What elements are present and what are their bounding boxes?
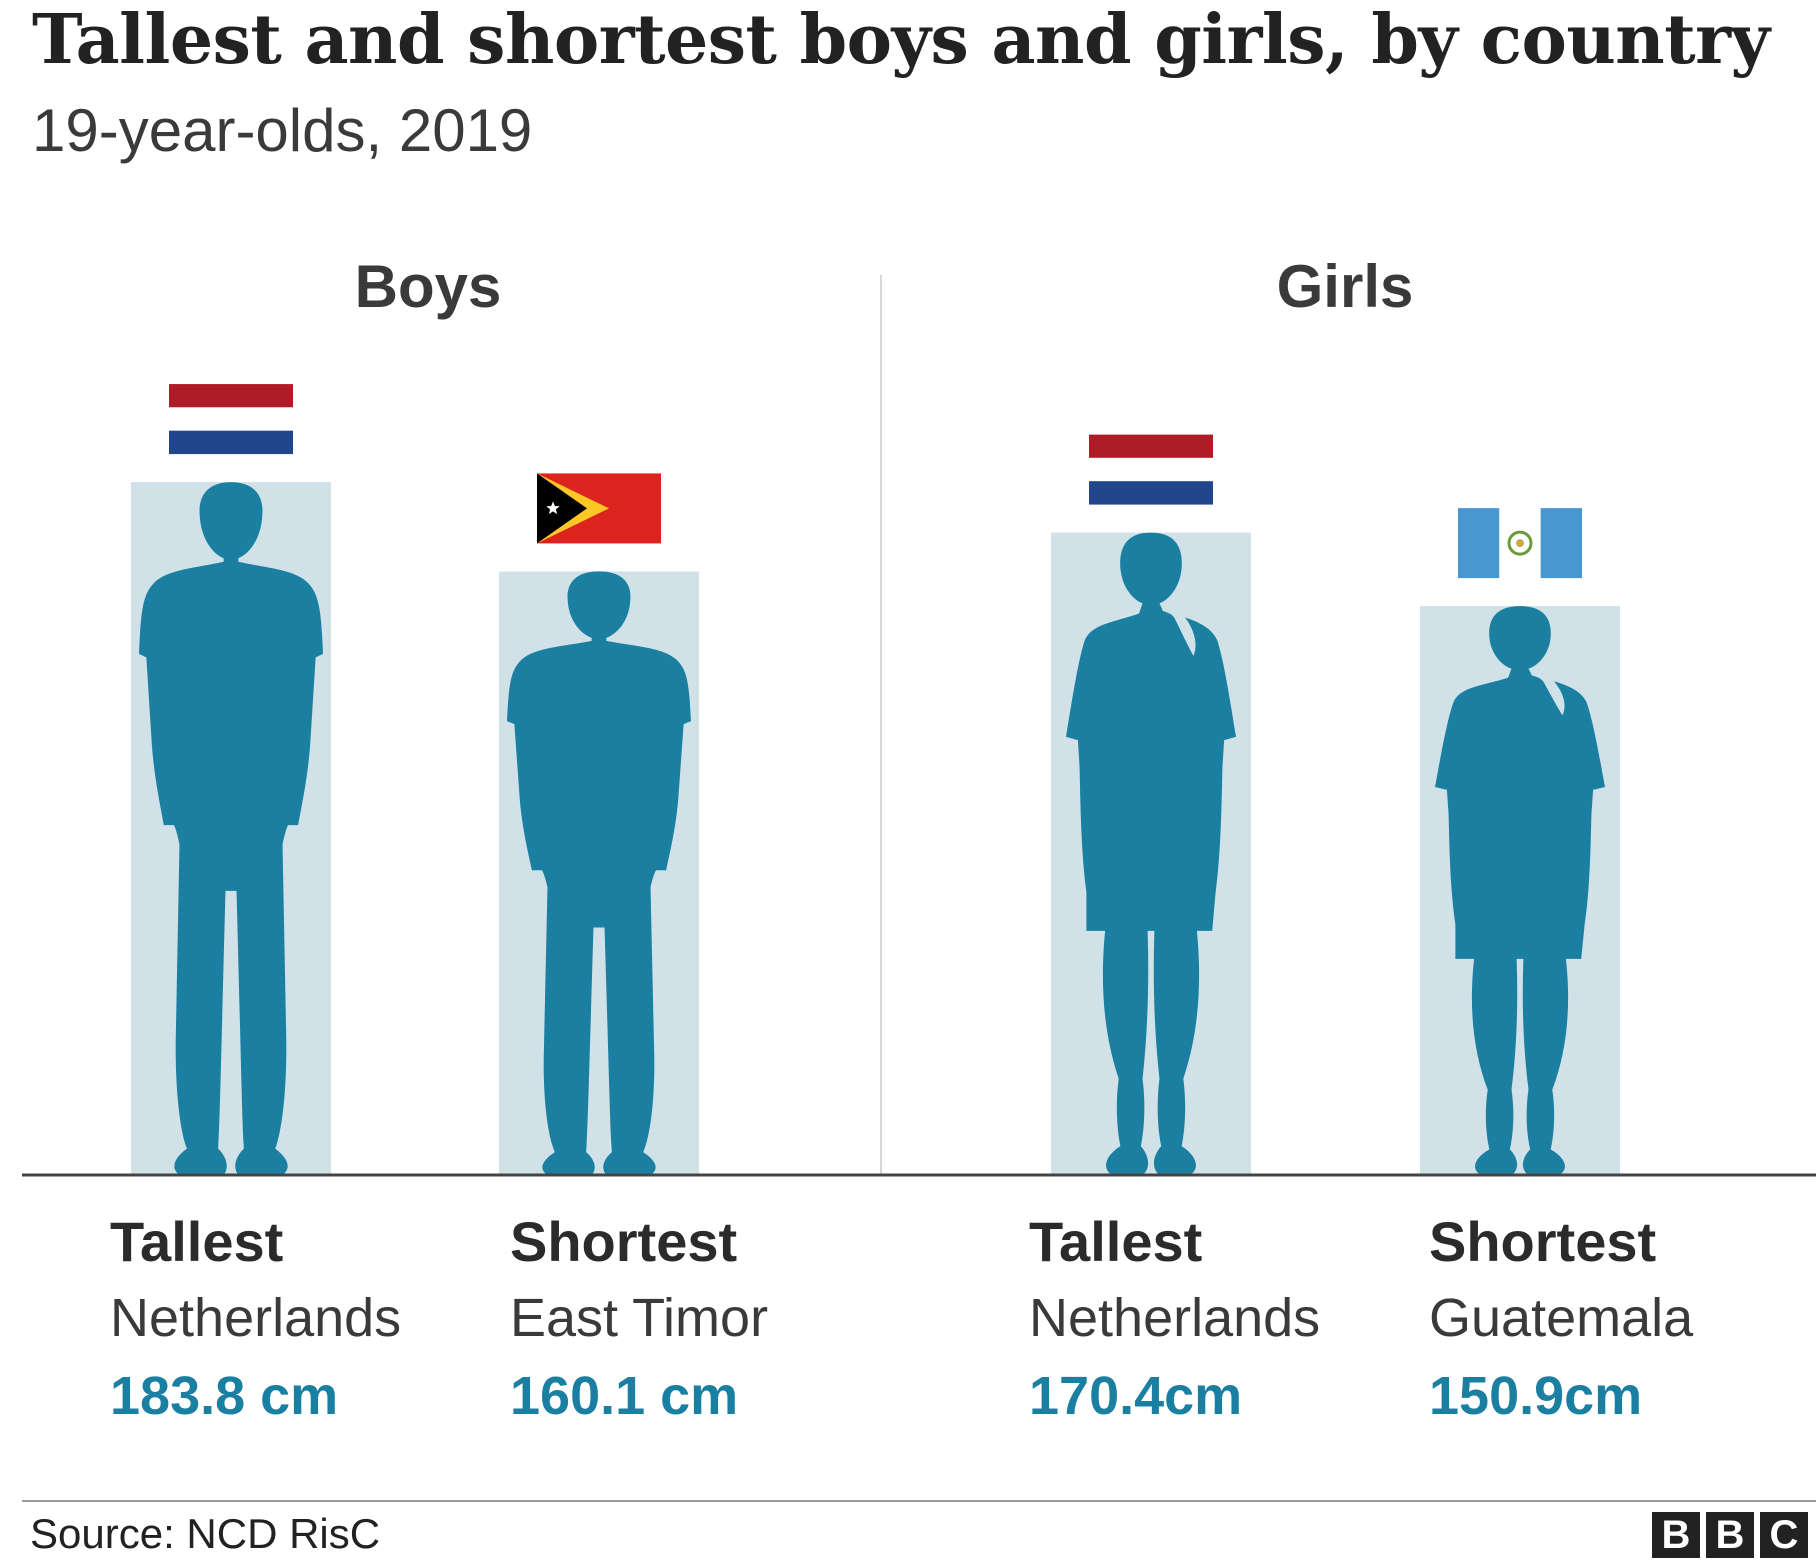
guatemala-flag xyxy=(1458,508,1582,579)
bbc-logo-letter: B xyxy=(1706,1512,1754,1558)
label-boys-tallest: Tallest Netherlands 183.8 cm xyxy=(110,1204,401,1436)
value-label: 150.9cm xyxy=(1429,1366,1643,1426)
bbc-logo-letter: C xyxy=(1760,1512,1808,1558)
bbc-logo-letter: B xyxy=(1652,1512,1700,1558)
source-note: Source: NCD RisC xyxy=(30,1510,381,1557)
east-timor-flag xyxy=(537,473,661,544)
boy-silhouette-icon xyxy=(139,482,323,1176)
bbc-logo: B B C xyxy=(1652,1512,1808,1558)
label-girls-shortest: Shortest Guatemala 150.9cm xyxy=(1429,1204,1693,1436)
value-label: 160.1 cm xyxy=(510,1366,739,1426)
country-label: Netherlands xyxy=(1029,1288,1321,1348)
label-boys-shortest: Shortest East Timor 160.1 cm xyxy=(510,1204,768,1436)
value-label: 183.8 cm xyxy=(110,1366,339,1426)
height-chart xyxy=(22,275,1816,1177)
netherlands-flag xyxy=(169,384,293,455)
group-title-girls: Girls xyxy=(1276,253,1414,320)
role-label: Tallest xyxy=(110,1210,284,1273)
country-label: Netherlands xyxy=(110,1288,402,1348)
chart-subtitle: 19-year-olds, 2019 xyxy=(32,97,533,164)
girl-silhouette-icon xyxy=(1066,532,1236,1175)
chart-title: Tallest and shortest boys and girls, by … xyxy=(32,0,1770,80)
netherlands-flag xyxy=(1089,434,1213,505)
label-girls-tallest: Tallest Netherlands 170.4cm xyxy=(1029,1204,1320,1436)
role-label: Tallest xyxy=(1029,1210,1203,1273)
country-label: East Timor xyxy=(510,1288,769,1348)
country-label: Guatemala xyxy=(1429,1288,1694,1348)
girl-silhouette-icon xyxy=(1435,606,1605,1175)
role-label: Shortest xyxy=(510,1210,738,1273)
group-title-boys: Boys xyxy=(354,253,502,320)
footer-rule xyxy=(22,1500,1816,1502)
value-label: 170.4cm xyxy=(1029,1366,1243,1426)
role-label: Shortest xyxy=(1429,1210,1657,1273)
boy-silhouette-icon xyxy=(507,571,691,1175)
